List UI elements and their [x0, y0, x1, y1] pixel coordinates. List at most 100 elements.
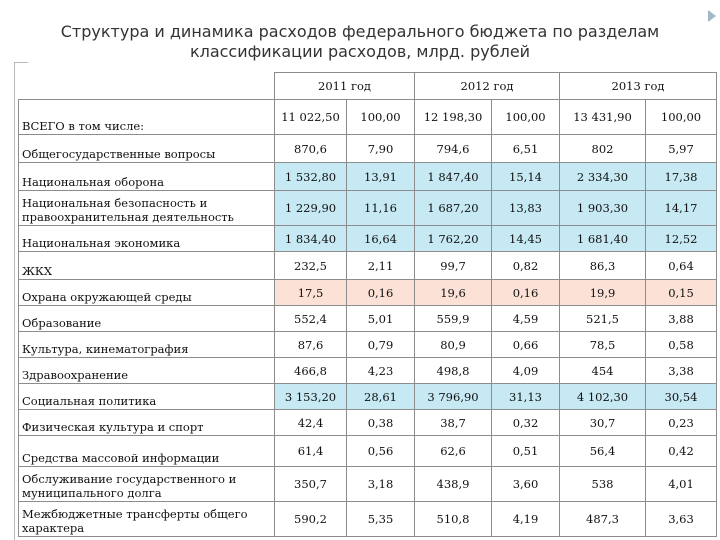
value-2013-share: 12,52	[645, 225, 717, 252]
table-row: Национальная безопасность и правоохранит…	[18, 190, 717, 226]
slide-bracket-vertical	[14, 62, 15, 540]
value-2012-share: 0,51	[491, 435, 560, 467]
header-row: 2011 год 2012 год 2013 год	[18, 72, 717, 100]
value-2012-amount: 559,9	[414, 305, 492, 332]
value-2012-share: 3,60	[491, 466, 560, 502]
year-header-2012: 2012 год	[414, 72, 560, 100]
year-header-2011: 2011 год	[274, 72, 415, 100]
value-2013-share: 0,64	[645, 251, 717, 280]
value-2012-amount: 3 796,90	[414, 383, 492, 410]
value-2012-share: 0,66	[491, 331, 560, 358]
table-row: Обслуживание государственного и муниципа…	[18, 466, 717, 502]
table-row: Образование 552,4 5,01 559,9 4,59 521,5 …	[18, 305, 717, 332]
value-2013-amount: 802	[559, 134, 646, 163]
value-2012-share: 4,09	[491, 357, 560, 384]
value-2012-amount: 12 198,30	[414, 99, 492, 135]
value-2012-share: 0,82	[491, 251, 560, 280]
value-2013-share: 5,97	[645, 134, 717, 163]
row-label: Образование	[18, 305, 275, 332]
value-2013-amount: 86,3	[559, 251, 646, 280]
value-2013-share: 4,01	[645, 466, 717, 502]
value-2011-share: 11,16	[346, 190, 415, 226]
table-row: Социальная политика 3 153,20 28,61 3 796…	[18, 383, 717, 410]
row-label: Здравоохранение	[18, 357, 275, 384]
value-2012-amount: 1 687,20	[414, 190, 492, 226]
row-label: Межбюджетные трансферты общего характера	[18, 501, 275, 537]
value-2012-share: 15,14	[491, 162, 560, 191]
value-2013-amount: 521,5	[559, 305, 646, 332]
value-2011-amount: 42,4	[274, 409, 347, 436]
value-2012-share: 4,59	[491, 305, 560, 332]
value-2011-share: 0,56	[346, 435, 415, 467]
value-2013-share: 0,58	[645, 331, 717, 358]
row-label: Обслуживание государственного и муниципа…	[18, 466, 275, 502]
value-2011-share: 0,16	[346, 279, 415, 306]
value-2012-share: 100,00	[491, 99, 560, 135]
value-2011-share: 4,23	[346, 357, 415, 384]
corner-arrow-icon	[708, 10, 716, 22]
value-2013-amount: 1 903,30	[559, 190, 646, 226]
title-line-1: Структура и динамика расходов федерально…	[60, 22, 660, 41]
value-2012-amount: 498,8	[414, 357, 492, 384]
row-label: Физическая культура и спорт	[18, 409, 275, 436]
table-row: Охрана окружающей среды 17,5 0,16 19,6 0…	[18, 279, 717, 306]
value-2013-amount: 4 102,30	[559, 383, 646, 410]
row-label: ЖКХ	[18, 251, 275, 280]
value-2013-amount: 13 431,90	[559, 99, 646, 135]
table-row: Здравоохранение 466,8 4,23 498,8 4,09 45…	[18, 357, 717, 384]
value-2011-amount: 1 834,40	[274, 225, 347, 252]
table-row: Культура, кинематография 87,6 0,79 80,9 …	[18, 331, 717, 358]
row-label: Средства массовой информации	[18, 435, 275, 467]
row-label: Национальная безопасность и правоохранит…	[18, 190, 275, 226]
value-2012-amount: 794,6	[414, 134, 492, 163]
value-2013-share: 17,38	[645, 162, 717, 191]
value-2012-amount: 62,6	[414, 435, 492, 467]
value-2013-share: 14,17	[645, 190, 717, 226]
value-2011-share: 0,79	[346, 331, 415, 358]
budget-table: 2011 год 2012 год 2013 год ВСЕГО в том ч…	[18, 72, 717, 537]
value-2013-amount: 1 681,40	[559, 225, 646, 252]
table-row: Национальная экономика 1 834,40 16,64 1 …	[18, 225, 717, 252]
value-2012-amount: 38,7	[414, 409, 492, 436]
value-2012-share: 0,32	[491, 409, 560, 436]
value-2012-share: 31,13	[491, 383, 560, 410]
row-label: Общегосударственные вопросы	[18, 134, 275, 163]
value-2011-share: 0,38	[346, 409, 415, 436]
value-2013-share: 30,54	[645, 383, 717, 410]
value-2011-share: 13,91	[346, 162, 415, 191]
title-line-2: классификации расходов, млрд. рублей	[189, 42, 531, 61]
value-2013-amount: 78,5	[559, 331, 646, 358]
value-2011-amount: 17,5	[274, 279, 347, 306]
row-label: Национальная экономика	[18, 225, 275, 252]
value-2013-amount: 19,9	[559, 279, 646, 306]
value-2013-share: 3,88	[645, 305, 717, 332]
value-2013-share: 3,38	[645, 357, 717, 384]
row-label: Культура, кинематография	[18, 331, 275, 358]
table-row: Средства массовой информации 61,4 0,56 6…	[18, 435, 717, 467]
value-2011-amount: 870,6	[274, 134, 347, 163]
value-2013-share: 0,15	[645, 279, 717, 306]
value-2011-amount: 1 532,80	[274, 162, 347, 191]
value-2011-share: 3,18	[346, 466, 415, 502]
value-2011-amount: 466,8	[274, 357, 347, 384]
row-label: ВСЕГО в том числе:	[18, 99, 275, 135]
value-2013-amount: 538	[559, 466, 646, 502]
value-2011-amount: 552,4	[274, 305, 347, 332]
value-2011-share: 16,64	[346, 225, 415, 252]
row-label: Национальная оборона	[18, 162, 275, 191]
value-2012-share: 4,19	[491, 501, 560, 537]
value-2011-amount: 1 229,90	[274, 190, 347, 226]
table-row: Национальная оборона 1 532,80 13,91 1 84…	[18, 162, 717, 191]
value-2013-share: 0,23	[645, 409, 717, 436]
value-2012-amount: 80,9	[414, 331, 492, 358]
value-2013-amount: 454	[559, 357, 646, 384]
value-2013-amount: 56,4	[559, 435, 646, 467]
value-2012-amount: 99,7	[414, 251, 492, 280]
value-2012-share: 0,16	[491, 279, 560, 306]
value-2013-amount: 30,7	[559, 409, 646, 436]
table-row: Физическая культура и спорт 42,4 0,38 38…	[18, 409, 717, 436]
table-row: ЖКХ 232,5 2,11 99,7 0,82 86,3 0,64	[18, 251, 717, 280]
value-2013-share: 3,63	[645, 501, 717, 537]
value-2012-amount: 510,8	[414, 501, 492, 537]
year-header-2013: 2013 год	[559, 72, 717, 100]
